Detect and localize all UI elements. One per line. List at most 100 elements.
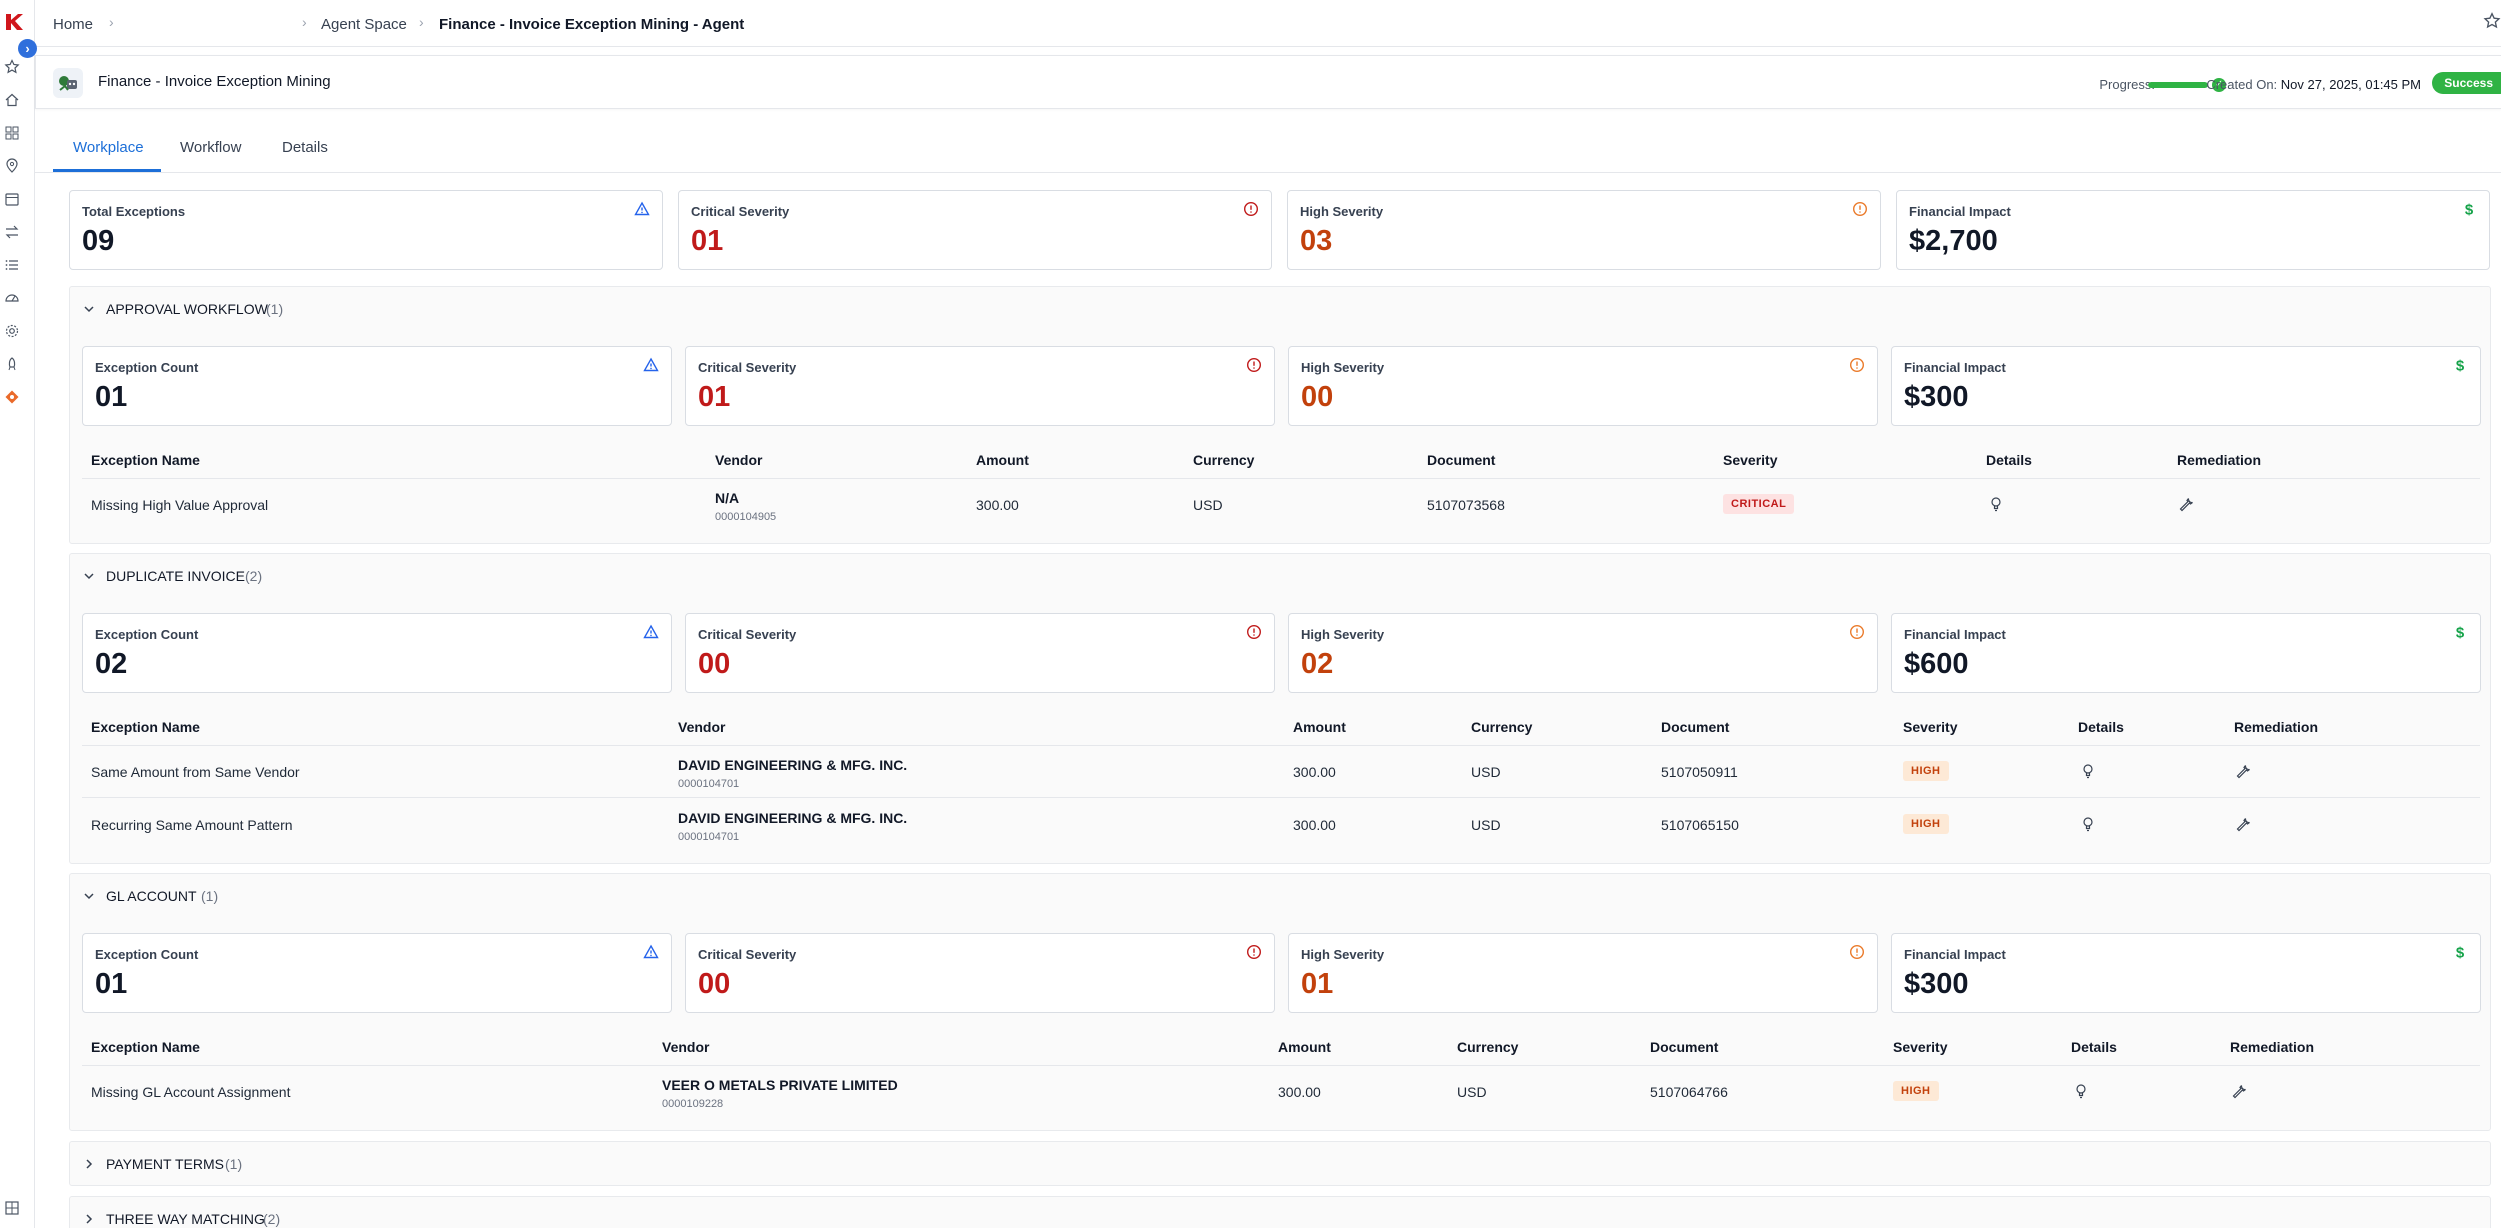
- check-icon: ✓: [2212, 78, 2226, 92]
- chevron-down-icon[interactable]: [83, 302, 95, 314]
- card-label: Financial Impact: [1904, 360, 2006, 375]
- critical-severity-card: Critical Severity 01: [678, 190, 1272, 270]
- rocket-icon[interactable]: [4, 356, 20, 372]
- currency: USD: [1471, 817, 1501, 833]
- exception-name: Missing GL Account Assignment: [91, 1084, 291, 1100]
- agent-icon[interactable]: [4, 389, 20, 405]
- svg-text:$: $: [2465, 202, 2474, 218]
- card-value: $300: [1904, 381, 1969, 413]
- section-count: (1): [225, 1156, 243, 1172]
- section-header[interactable]: PAYMENT TERMS (1): [70, 1142, 2490, 1185]
- chevron-down-icon[interactable]: [83, 889, 95, 901]
- high-alert-icon: [1852, 201, 1868, 217]
- grid-icon[interactable]: [4, 125, 20, 141]
- home-icon[interactable]: [4, 92, 20, 108]
- tab-workplace[interactable]: Workplace: [73, 139, 144, 156]
- wrench-icon[interactable]: [2236, 763, 2252, 779]
- card-value: 01: [691, 225, 724, 257]
- section-header[interactable]: GL ACCOUNT (1): [70, 874, 2490, 917]
- lightbulb-icon[interactable]: [1988, 496, 2004, 512]
- created-value: Nov 27, 2025, 01:45 PM: [2280, 77, 2421, 92]
- app-logo[interactable]: [4, 12, 24, 32]
- lightbulb-icon[interactable]: [2073, 1083, 2089, 1099]
- card-value: $2,700: [1909, 225, 1998, 257]
- high-alert-icon: [1849, 624, 1865, 640]
- financial-impact-card: Financial Impact $300 $: [1891, 933, 2481, 1013]
- document-number: 5107065150: [1661, 817, 1739, 833]
- chevron-right-icon[interactable]: [83, 1157, 95, 1169]
- exception-count-card: Exception Count 01: [82, 346, 672, 426]
- dollar-icon: $: [2452, 357, 2468, 375]
- card-value: 02: [95, 648, 128, 680]
- tab-bar: Workplace Workflow Details: [35, 109, 2501, 173]
- breadcrumb-separator-icon: ›: [419, 14, 424, 30]
- column-header: Vendor: [662, 1039, 710, 1055]
- financial-impact-card: Financial Impact $300 $: [1891, 346, 2481, 426]
- column-header: Exception Name: [91, 719, 200, 735]
- settings-icon[interactable]: [4, 323, 20, 339]
- wrench-icon[interactable]: [2236, 816, 2252, 832]
- critical-alert-icon: [1246, 944, 1262, 960]
- triangle-warning-icon: [643, 624, 659, 640]
- vendor-id: 0000104701: [678, 778, 740, 790]
- chevron-right-icon[interactable]: [83, 1212, 95, 1224]
- column-header: Vendor: [715, 452, 763, 468]
- section-header[interactable]: THREE WAY MATCHING (2): [70, 1197, 2490, 1228]
- card-value: 03: [1300, 225, 1333, 257]
- section-title: GL ACCOUNT: [106, 888, 197, 904]
- section-payment-terms[interactable]: PAYMENT TERMS (1): [69, 1141, 2491, 1186]
- document-number: 5107064766: [1650, 1084, 1728, 1100]
- divider: [82, 745, 2480, 746]
- progress-label: Progress:: [2099, 77, 2155, 92]
- column-header: Currency: [1457, 1039, 1519, 1055]
- section-title: THREE WAY MATCHING: [106, 1211, 265, 1227]
- severity-badge: HIGH: [1903, 761, 1949, 781]
- column-header: Amount: [1278, 1039, 1331, 1055]
- section-three-way-matching[interactable]: THREE WAY MATCHING (2): [69, 1196, 2491, 1228]
- dollar-icon: $: [2452, 624, 2468, 642]
- expand-sidebar-button[interactable]: ›: [18, 39, 37, 58]
- svg-text:$: $: [2456, 358, 2465, 374]
- column-header: Amount: [1293, 719, 1346, 735]
- vendor-name: VEER O METALS PRIVATE LIMITED: [662, 1077, 898, 1093]
- section-title: DUPLICATE INVOICE: [106, 568, 245, 584]
- calendar-icon[interactable]: [4, 191, 20, 207]
- column-header: Remediation: [2234, 719, 2319, 735]
- divider: [82, 797, 2480, 798]
- currency: USD: [1471, 764, 1501, 780]
- card-label: Financial Impact: [1904, 627, 2006, 642]
- svg-text:$: $: [2456, 945, 2465, 961]
- favorite-star-icon[interactable]: [2483, 12, 2501, 30]
- amount: 300.00: [1293, 817, 1336, 833]
- breadcrumb-home[interactable]: Home: [53, 16, 94, 33]
- tab-workflow[interactable]: Workflow: [180, 139, 242, 156]
- section-title: PAYMENT TERMS: [106, 1156, 224, 1172]
- transfer-icon[interactable]: [4, 224, 20, 240]
- wrench-icon[interactable]: [2232, 1083, 2248, 1099]
- chevron-down-icon[interactable]: [83, 569, 95, 581]
- card-value: 01: [95, 968, 128, 1000]
- list-icon[interactable]: [4, 257, 20, 273]
- card-label: Critical Severity: [698, 360, 797, 375]
- amount: 300.00: [1278, 1084, 1321, 1100]
- location-icon[interactable]: [4, 158, 20, 174]
- column-header: Severity: [1903, 719, 1958, 735]
- critical-severity-card: Critical Severity 01: [685, 346, 1275, 426]
- divider: [82, 1065, 2480, 1066]
- dashboard-icon[interactable]: [4, 290, 20, 306]
- card-label: High Severity: [1300, 204, 1384, 219]
- tab-details[interactable]: Details: [282, 139, 328, 156]
- star-icon[interactable]: [4, 59, 20, 75]
- vendor-id: 0000104905: [715, 511, 777, 523]
- apps-icon[interactable]: [4, 1200, 20, 1216]
- breadcrumb-current: Finance - Invoice Exception Mining - Age…: [439, 16, 745, 33]
- breadcrumb-agent-space[interactable]: Agent Space: [321, 16, 407, 33]
- card-value: $600: [1904, 648, 1969, 680]
- card-label: Exception Count: [95, 360, 199, 375]
- section-header[interactable]: DUPLICATE INVOICE (2): [70, 554, 2490, 597]
- wrench-icon[interactable]: [2179, 496, 2195, 512]
- lightbulb-icon[interactable]: [2080, 816, 2096, 832]
- card-value: 00: [1301, 381, 1334, 413]
- section-header[interactable]: APPROVAL WORKFLOW (1): [70, 287, 2490, 330]
- lightbulb-icon[interactable]: [2080, 763, 2096, 779]
